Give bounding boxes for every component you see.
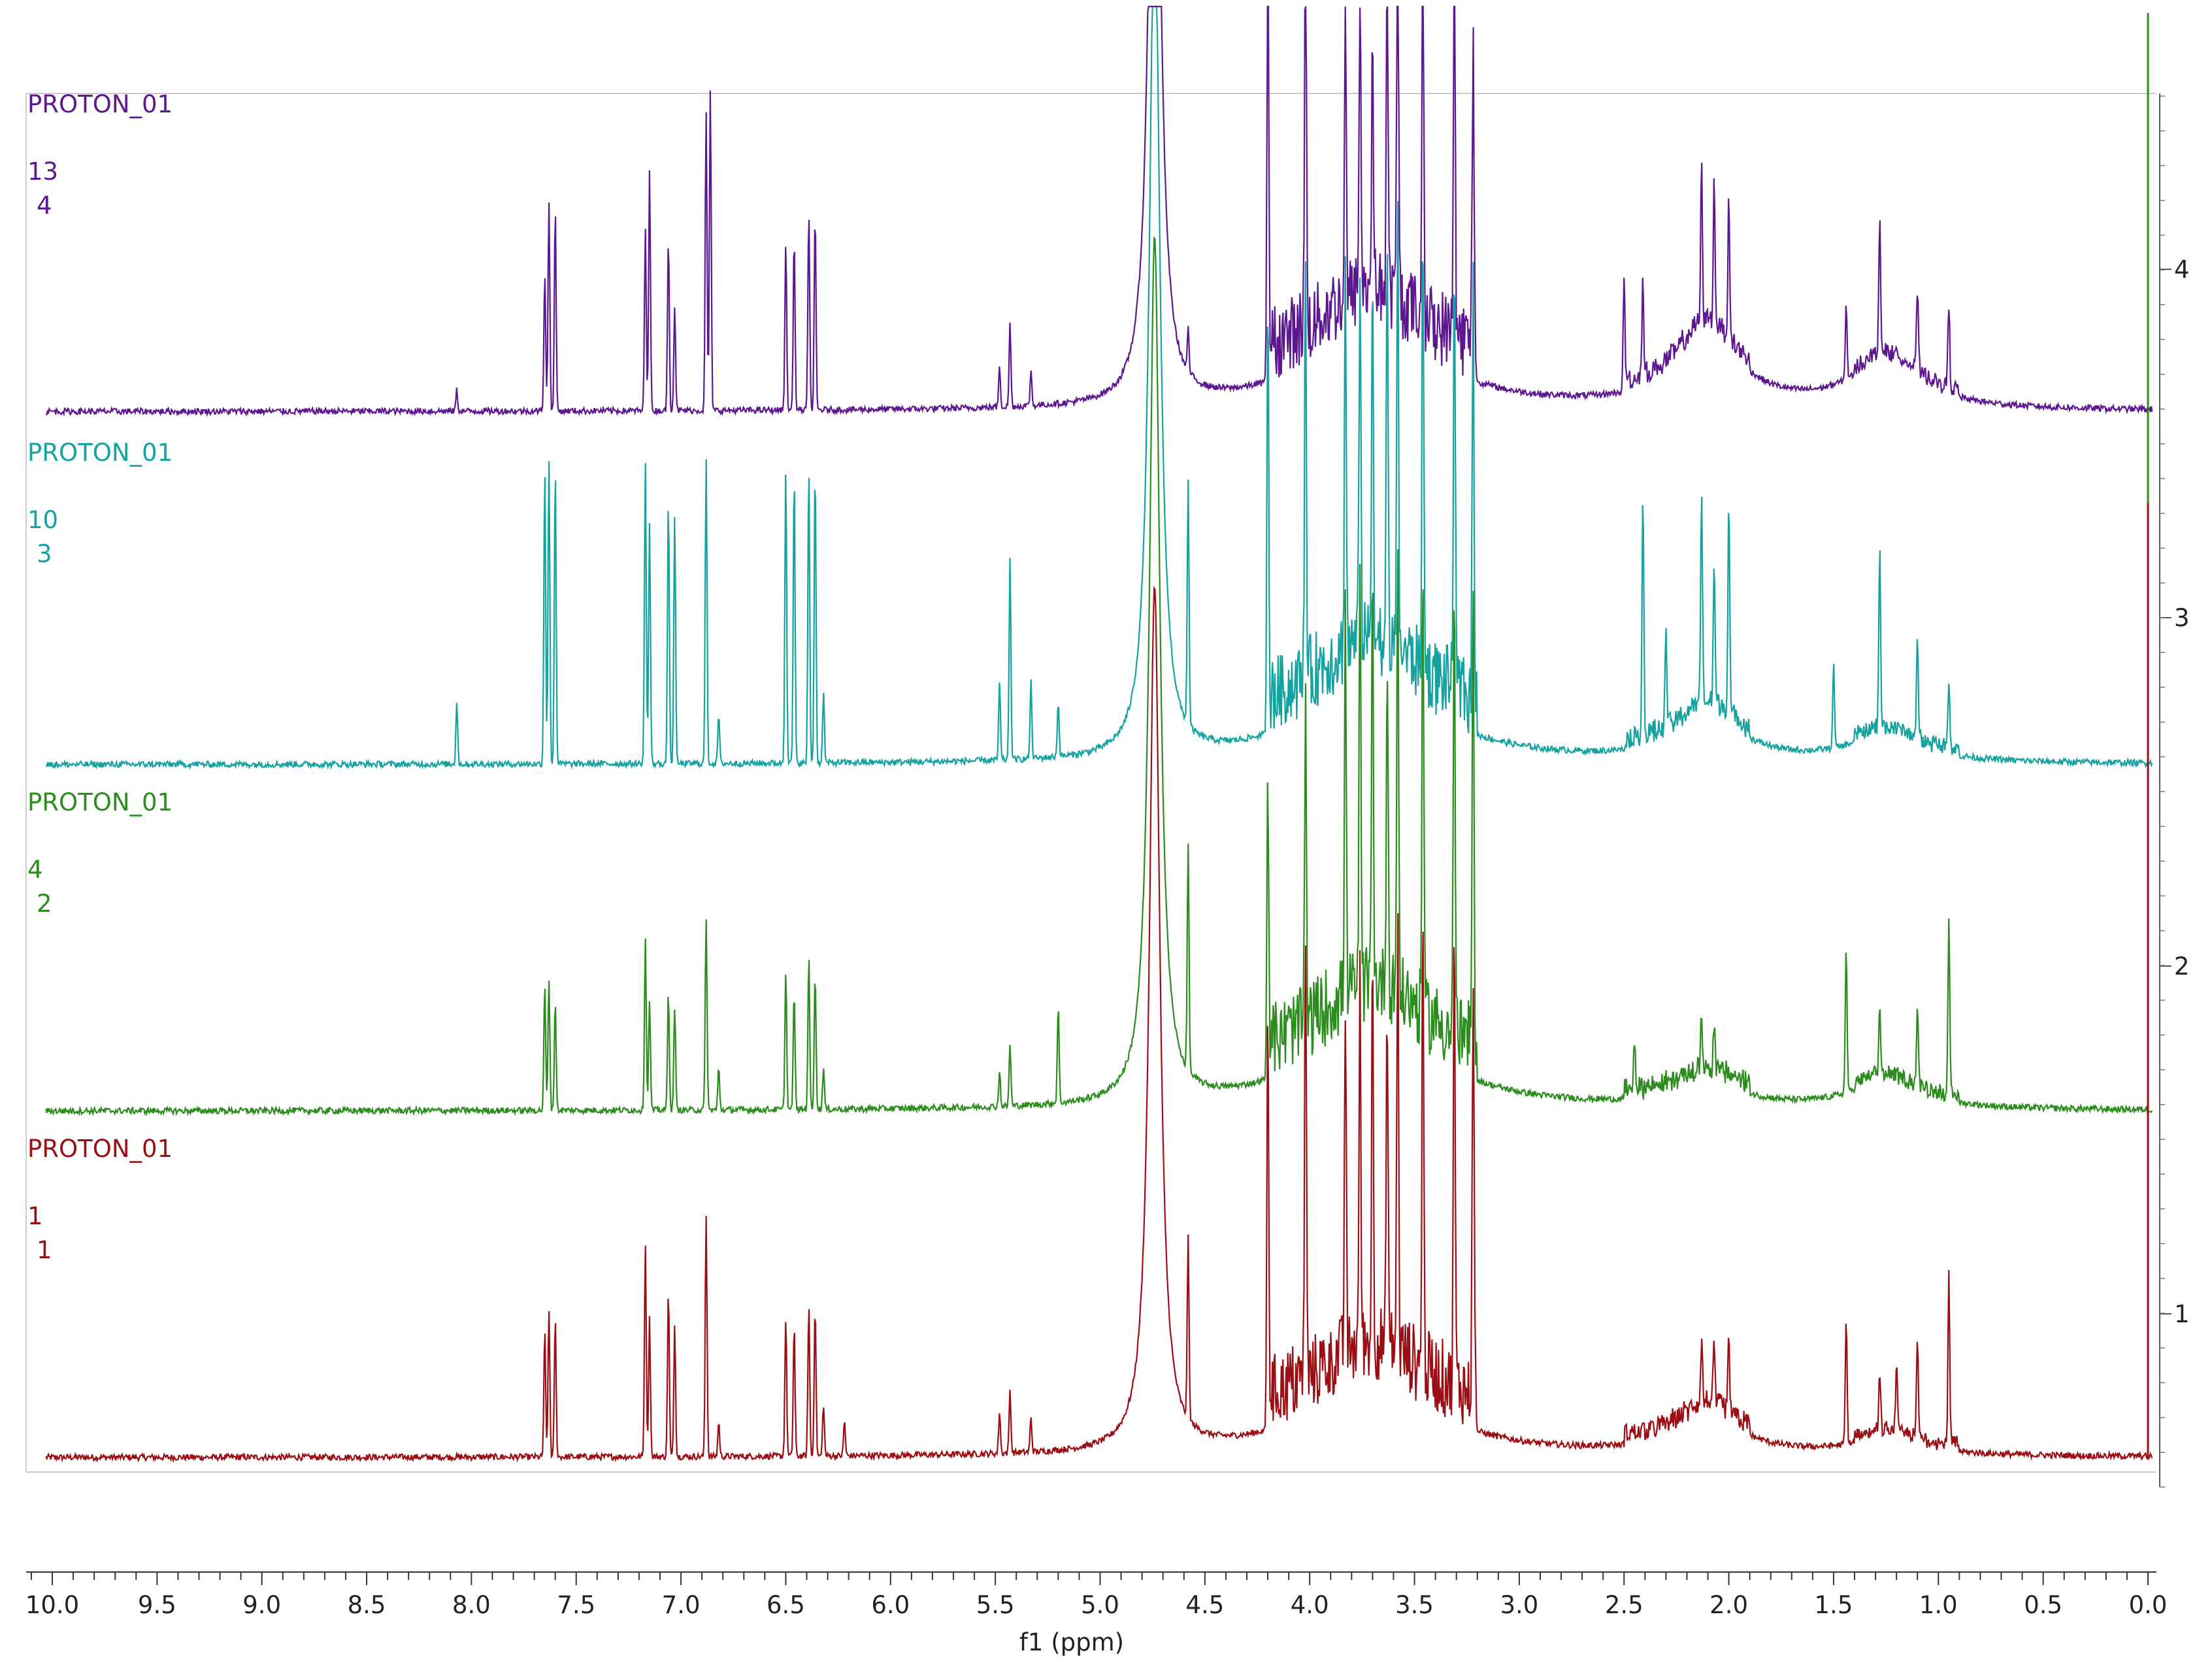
x-tick-label: 1.0 (1919, 1591, 1958, 1619)
right-axis: 1 2 3 4 (2159, 93, 2190, 1488)
x-tick-label: 4.0 (1291, 1591, 1329, 1619)
x-axis: 10.0 9.5 9.0 8.5 8.0 7.5 7.0 6.5 6.0 5.5 5.0 4.5 4.0… (25, 1571, 2168, 1619)
right-tick-label: 1 (2174, 1300, 2190, 1328)
right-tick-label: 2 (2174, 952, 2190, 980)
x-tick-label: 6.0 (871, 1591, 910, 1619)
spectrum-name: PROTON_01 (27, 90, 173, 118)
spectrum-label-2: PROTON_01 4 2 (27, 788, 173, 918)
spectrum-number: 13 (27, 158, 58, 186)
x-tick-label: 0.0 (2129, 1591, 2168, 1619)
spectrum-name: PROTON_01 (27, 1135, 173, 1163)
spectrum-number: 4 (27, 856, 43, 884)
plot-frame (25, 93, 2156, 1473)
x-tick-label: 9.5 (138, 1591, 176, 1619)
spectrum-line-2 (45, 236, 2153, 1117)
x-tick-label: 3.5 (1395, 1591, 1434, 1619)
x-tick-label: 9.0 (242, 1591, 281, 1619)
x-tick-label: 8.5 (348, 1591, 386, 1619)
x-tick-label: 2.0 (1709, 1591, 1748, 1619)
spectrum-number: 1 (27, 1202, 43, 1230)
spectrum-label-4: PROTON_01 13 4 (27, 90, 173, 220)
x-tick-label: 0.5 (2024, 1591, 2062, 1619)
x-tick-label: 10.0 (25, 1591, 79, 1619)
right-tick-label: 3 (2174, 604, 2190, 632)
spectrum-label-1: PROTON_01 1 1 (27, 1135, 173, 1264)
x-tick-label: 4.5 (1185, 1591, 1224, 1619)
x-tick-label: 6.5 (767, 1591, 805, 1619)
spectrum-index: 3 (37, 540, 52, 568)
right-tick-label: 4 (2174, 256, 2190, 284)
spectra-layer (45, 5, 2153, 1464)
spectrum-labels: PROTON_0111PROTON_0142PROTON_01103PROTON… (27, 90, 173, 1264)
x-tick-label: 5.0 (1081, 1591, 1119, 1619)
spectrum-label-3: PROTON_01 10 3 (27, 439, 173, 568)
spectrum-index: 4 (37, 192, 52, 220)
spectrum-index: 1 (37, 1236, 52, 1264)
spectrum-line-3 (45, 5, 2153, 771)
spectrum-line-4 (45, 5, 2153, 418)
x-axis-title: f1 (ppm) (1019, 1628, 1124, 1656)
spectrum-name: PROTON_01 (27, 439, 173, 467)
spectrum-name: PROTON_01 (27, 788, 173, 816)
x-tick-label: 1.5 (1815, 1591, 1853, 1619)
spectrum-index: 2 (37, 890, 52, 918)
x-tick-label: 5.5 (976, 1591, 1015, 1619)
x-tick-label: 2.5 (1605, 1591, 1643, 1619)
x-tick-label: 8.0 (452, 1591, 491, 1619)
spectrum-number: 10 (27, 506, 58, 534)
spectrum-line-1 (45, 585, 2153, 1464)
x-tick-label: 3.0 (1500, 1591, 1538, 1619)
x-tick-label: 7.0 (662, 1591, 701, 1619)
x-tick-label: 7.5 (557, 1591, 595, 1619)
